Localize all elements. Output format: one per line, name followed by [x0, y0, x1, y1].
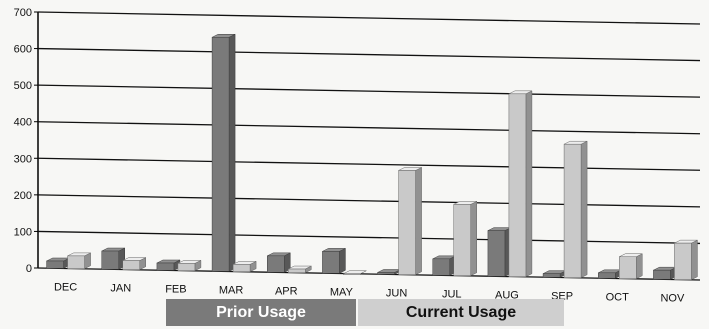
- y-tick-label: 0: [26, 263, 32, 275]
- gridline: [37, 157, 701, 171]
- gridline: [37, 194, 701, 208]
- bar-prior-usage-apr: [267, 255, 285, 273]
- bar-prior-usage-jul: [432, 258, 450, 276]
- bar-current-usage-jan: [122, 260, 140, 270]
- legend-prior-label: Prior Usage: [216, 303, 306, 321]
- bar-side: [691, 239, 698, 281]
- bar-prior-usage-may: [322, 251, 340, 274]
- bar-current-usage-apr: [288, 268, 306, 273]
- bar-side: [636, 253, 643, 280]
- bar-side: [580, 140, 588, 279]
- y-tick-label: 500: [14, 80, 32, 92]
- bar-prior-usage-sep: [542, 273, 561, 278]
- bar-current-usage-feb: [177, 263, 196, 271]
- bar-side: [525, 90, 533, 278]
- bar-prior-usage-jun: [377, 272, 395, 275]
- bar-prior-usage-feb: [156, 262, 175, 271]
- x-category-label: FEB: [165, 284, 186, 296]
- bar-side: [470, 200, 477, 277]
- x-category-label: JUN: [386, 288, 407, 300]
- x-category-label: AUG: [495, 290, 519, 302]
- bar-prior-usage-dec: [46, 260, 64, 269]
- x-category-label: JAN: [110, 283, 131, 295]
- y-tick-label: 700: [14, 7, 32, 19]
- y-tick-label: 100: [14, 226, 32, 238]
- gridline: [37, 230, 701, 245]
- bar-side: [339, 247, 346, 274]
- bar-current-usage-jun: [398, 170, 416, 275]
- gridline: [37, 84, 701, 98]
- gridline: [37, 121, 701, 135]
- x-category-label: OCT: [606, 292, 630, 304]
- x-category-label: APR: [275, 286, 298, 298]
- bar-prior-usage-aug: [487, 230, 506, 277]
- bar-current-usage-aug: [508, 93, 527, 277]
- x-category-label: MAR: [219, 285, 244, 297]
- legend-prior-usage: Prior Usage: [166, 299, 356, 326]
- bar-prior-usage-oct: [598, 272, 616, 279]
- x-category-label: DEC: [54, 282, 77, 294]
- y-tick-label: 200: [14, 190, 32, 202]
- legend-current-usage: Current Usage: [358, 299, 564, 326]
- bar-prior-usage-nov: [653, 269, 671, 280]
- bar-current-usage-jul: [453, 204, 471, 276]
- legend-current-label: Current Usage: [405, 303, 517, 321]
- bar-side: [415, 167, 422, 276]
- x-category-label: MAY: [330, 287, 354, 299]
- bar-current-usage-sep: [563, 143, 582, 278]
- bar-side: [228, 33, 236, 272]
- x-category-label: JUL: [442, 289, 462, 301]
- y-tick-label: 600: [14, 44, 32, 56]
- y-tick-label: 400: [14, 117, 32, 129]
- bar-prior-usage-jan: [101, 250, 119, 270]
- gridline: [37, 47, 701, 62]
- bar-top: [343, 270, 367, 274]
- bar-current-usage-nov: [674, 242, 692, 280]
- y-tick-label: 300: [14, 153, 32, 165]
- bar-current-usage-dec: [67, 255, 85, 269]
- gridline: [37, 11, 701, 25]
- bar-current-usage-mar: [232, 264, 251, 272]
- bar-current-usage-may: [343, 273, 361, 275]
- x-category-label: NOV: [660, 293, 685, 305]
- bar-prior-usage-mar: [211, 37, 230, 272]
- gridline: [37, 267, 701, 281]
- bar-current-usage-oct: [619, 256, 637, 279]
